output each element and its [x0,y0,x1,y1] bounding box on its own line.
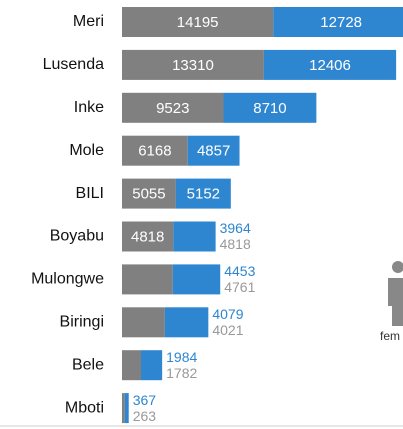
category-label: BILI [76,185,104,202]
value-label: 4818 [131,228,164,245]
value-label: 4857 [197,143,230,160]
category-label: Mulongwe [31,271,104,288]
category-label: Mole [69,142,104,159]
value-label: 3964 [220,220,251,236]
bar-segment [164,307,209,338]
plot: 14195 12728 13310 12406 9523 8710 6168 4857 5055… [122,7,403,424]
bar-segment [263,49,397,80]
bar-segment [175,178,231,209]
bar-segment [172,264,221,295]
value-label: 1984 [166,349,197,365]
value-label: 263 [133,408,157,424]
bar-segment [273,7,403,37]
value-label: 5055 [132,186,165,203]
category-label: Biringi [60,314,104,331]
bar-segment [223,92,317,123]
bar-segment [122,221,174,252]
bar-segment [122,92,224,123]
value-label: 4079 [212,306,243,322]
value-label: 1782 [166,365,197,381]
bar-segment [122,49,264,80]
legend-annotation: fem [380,329,400,343]
bar-segment [140,350,163,381]
bar-segment [122,350,141,381]
category-label: Meri [73,13,104,30]
category-label: Boyabu [50,228,104,245]
value-label: 12728 [320,14,362,31]
bar-segment [122,135,188,166]
value-label: 5152 [187,186,220,203]
value-label: 4818 [220,236,251,252]
value-label: 14195 [177,14,219,31]
value-label: 9523 [156,100,189,117]
value-label: 13310 [172,57,214,74]
value-label: 8710 [253,100,286,117]
value-label: 6168 [138,143,171,160]
bar-segment [122,307,165,338]
person-icon [388,261,403,326]
bar-segment [173,221,216,252]
category-label: Inke [74,99,104,116]
bar-segment [122,264,173,295]
bar-segment [122,393,125,424]
value-label: 4453 [224,263,255,279]
bar-segment [122,7,274,37]
value-label: 4021 [212,322,243,338]
category-label: Bele [72,356,104,373]
category-label: Mboti [65,399,104,416]
category-label: Lusenda [43,56,104,73]
value-label: 12406 [309,57,351,74]
value-label: 4761 [224,279,255,295]
value-label: 367 [133,392,157,408]
bar-segment [122,178,176,209]
bar-segment [124,393,129,424]
bar-segment [187,135,240,166]
